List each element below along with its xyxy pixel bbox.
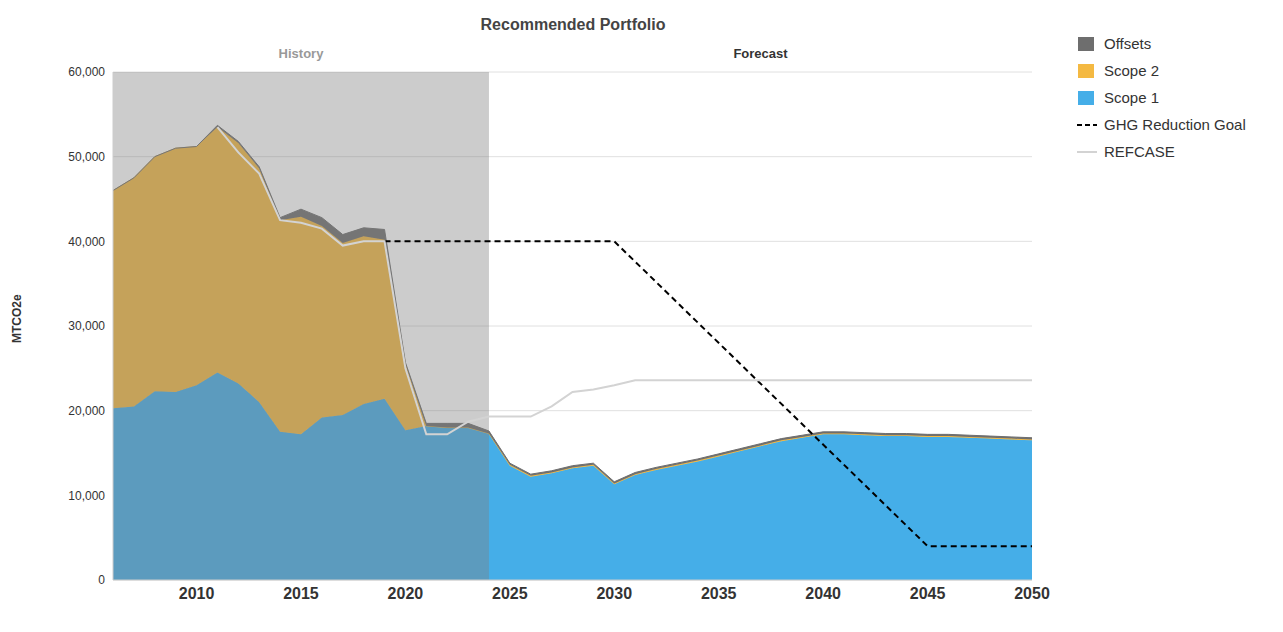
svg-text:0: 0 (98, 573, 105, 587)
svg-text:20,000: 20,000 (68, 404, 105, 418)
html-text:Scope 1: Scope 1 (1104, 89, 1159, 106)
svg-text:History: History (279, 46, 325, 61)
html-text:GHG Reduction Goal: GHG Reduction Goal (1104, 116, 1246, 133)
svg-text:10,000: 10,000 (68, 489, 105, 503)
html-text:Offsets: Offsets (1104, 35, 1152, 52)
svg-text:2040: 2040 (805, 585, 841, 602)
svg-text:2015: 2015 (283, 585, 319, 602)
html-text:REFCASE: REFCASE (1104, 143, 1175, 160)
svg-text:30,000: 30,000 (68, 319, 105, 333)
svg-text:2025: 2025 (492, 585, 528, 602)
html-text:MTCO2e: MTCO2e (10, 294, 24, 343)
svg-text:2030: 2030 (596, 585, 632, 602)
svg-text:60,000: 60,000 (68, 65, 105, 79)
svg-text:50,000: 50,000 (68, 150, 105, 164)
html-text:Recommended Portfolio: Recommended Portfolio (480, 16, 666, 33)
svg-text:Forecast: Forecast (733, 46, 788, 61)
svg-text:2035: 2035 (701, 585, 737, 602)
svg-text:40,000: 40,000 (68, 235, 105, 249)
html-text:Scope 2: Scope 2 (1104, 62, 1159, 79)
svg-text:2045: 2045 (910, 585, 946, 602)
svg-text:2050: 2050 (1014, 585, 1050, 602)
svg-text:2020: 2020 (388, 585, 424, 602)
svg-text:2010: 2010 (179, 585, 215, 602)
